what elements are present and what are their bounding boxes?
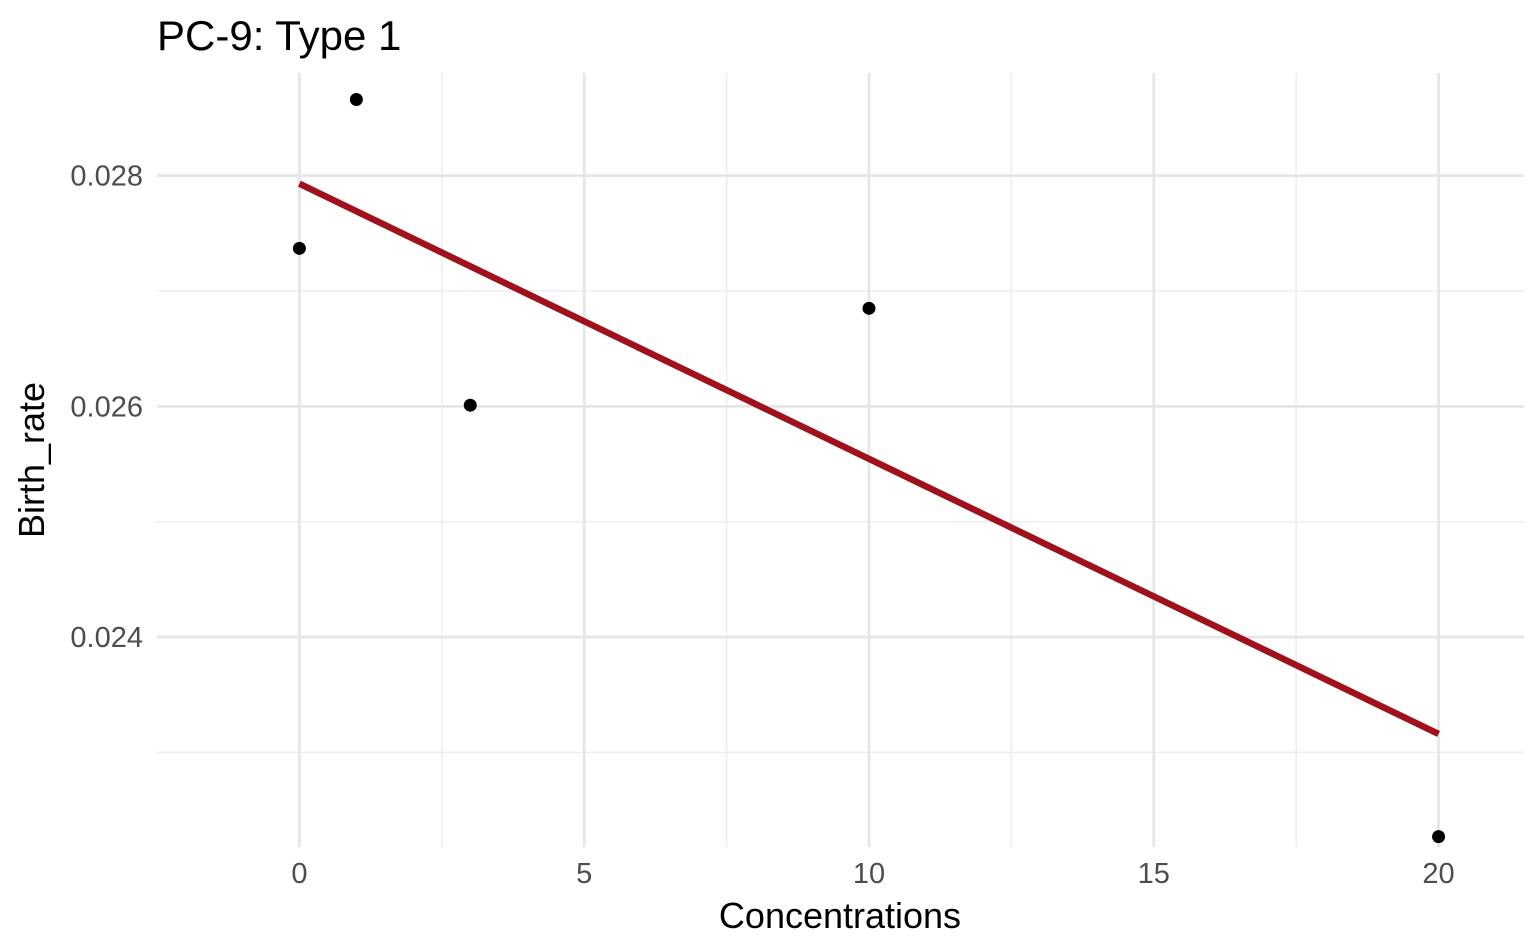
regression-line bbox=[297, 180, 1440, 737]
regression-line-layer bbox=[297, 180, 1440, 737]
data-point bbox=[292, 241, 306, 255]
y-tick-label: 0.028 bbox=[70, 161, 143, 193]
data-point bbox=[349, 93, 363, 107]
x-tick-label: 15 bbox=[1138, 858, 1170, 890]
chart-title: PC-9: Type 1 bbox=[157, 12, 401, 59]
data-point bbox=[862, 301, 876, 315]
x-tick-label: 5 bbox=[576, 858, 592, 890]
x-tick-label: 0 bbox=[291, 858, 307, 890]
x-axis-tick-labels: 0 5 10 15 20 bbox=[291, 858, 1454, 890]
major-gridlines bbox=[157, 73, 1524, 847]
data-point bbox=[1432, 830, 1446, 844]
x-tick-label: 10 bbox=[853, 858, 885, 890]
y-tick-label: 0.026 bbox=[70, 391, 143, 423]
x-axis-title: Concentrations bbox=[719, 895, 961, 936]
y-axis-tick-labels: 0.024 0.026 0.028 bbox=[70, 161, 143, 654]
x-tick-label: 20 bbox=[1422, 858, 1454, 890]
data-point bbox=[463, 398, 477, 412]
y-tick-label: 0.024 bbox=[70, 622, 143, 654]
minor-gridlines bbox=[157, 73, 1524, 847]
scatter-points-layer bbox=[292, 93, 1446, 844]
y-axis-title: Birth_rate bbox=[11, 382, 52, 538]
